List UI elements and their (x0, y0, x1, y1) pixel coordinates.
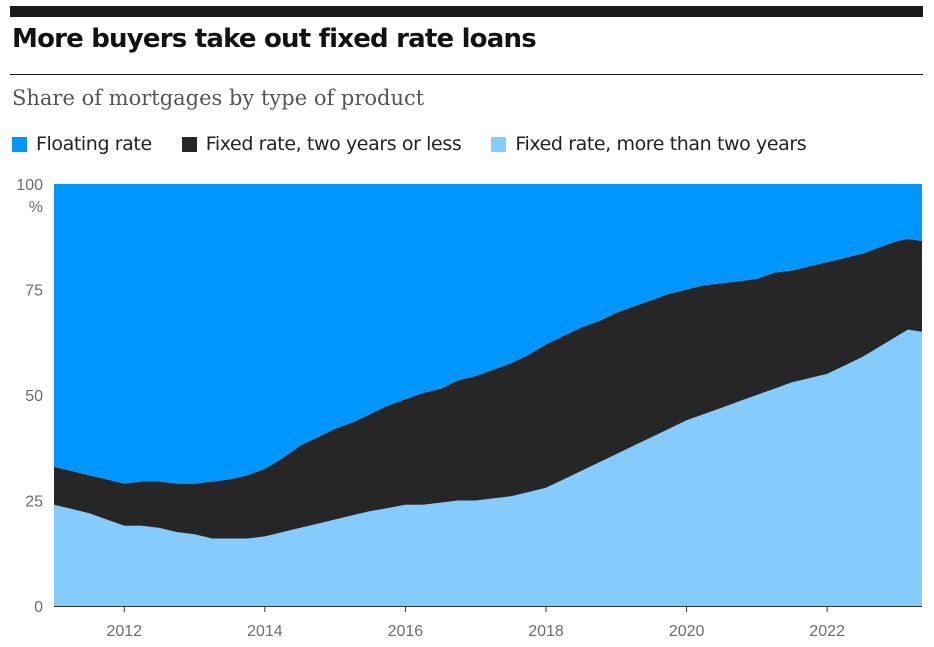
y-tick-label-100: 100 (16, 177, 43, 194)
x-tick-label-2012: 2012 (107, 623, 143, 640)
area-fixed-short (54, 238, 922, 539)
x-tick-label-2016: 2016 (388, 623, 424, 640)
top-accent-bar (10, 6, 923, 17)
x-tick-label-2020: 2020 (669, 623, 705, 640)
title-divider (10, 74, 923, 75)
area-floating (54, 184, 922, 484)
legend-item-floating: Floating rate (12, 133, 152, 155)
legend-swatch-fixed-long (491, 136, 507, 152)
y-tick-label-0: 0 (34, 599, 43, 616)
y-tick-label-25: 25 (25, 494, 43, 511)
legend-item-fixed-long: Fixed rate, more than two years (491, 133, 807, 155)
legend-item-fixed-short: Fixed rate, two years or less (181, 133, 462, 155)
y-axis-unit: % (29, 199, 43, 216)
legend-label-floating: Floating rate (36, 133, 152, 155)
chart-subtitle: Share of mortgages by type of product (12, 86, 425, 110)
area-fixed-long (54, 329, 922, 606)
y-tick-label-75: 75 (25, 283, 43, 300)
chart-legend: Floating rate Fixed rate, two years or l… (12, 131, 836, 157)
x-tick-label-2018: 2018 (528, 623, 564, 640)
legend-label-fixed-long: Fixed rate, more than two years (515, 133, 807, 155)
legend-label-fixed-short: Fixed rate, two years or less (205, 133, 462, 155)
x-tick-label-2022: 2022 (809, 623, 845, 640)
legend-swatch-floating (12, 136, 27, 152)
x-tick-label-2014: 2014 (247, 623, 283, 640)
legend-swatch-fixed-short (181, 136, 197, 152)
y-tick-label-50: 50 (25, 388, 43, 405)
chart-title: More buyers take out fixed rate loans (12, 24, 537, 54)
